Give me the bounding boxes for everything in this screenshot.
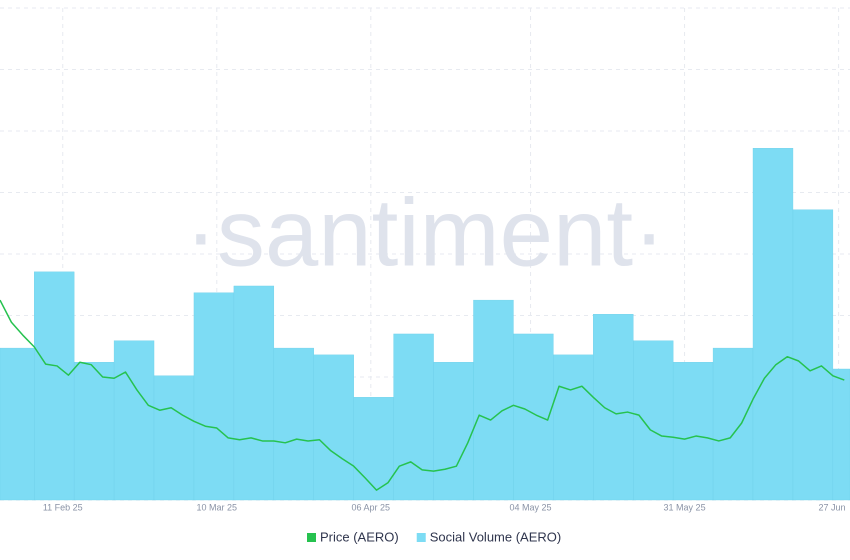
- bar: [593, 314, 634, 501]
- bar: [712, 347, 754, 501]
- legend-label: Social Volume (AERO): [430, 529, 562, 544]
- x-tick-label: 06 Apr 25: [352, 502, 391, 512]
- price-line: [0, 299, 845, 491]
- bar: [0, 347, 35, 501]
- bar: [153, 375, 195, 501]
- bar: [113, 340, 155, 501]
- x-tick-label: 31 May 25: [664, 502, 706, 512]
- x-tick-label: 10 Mar 25: [197, 502, 238, 512]
- bar: [233, 285, 275, 501]
- bar: [792, 209, 834, 501]
- bar: [633, 340, 674, 501]
- x-tick-label: 04 May 25: [510, 502, 552, 512]
- bar: [672, 362, 714, 501]
- bar: [433, 362, 474, 501]
- bar: [273, 347, 314, 501]
- bar: [34, 271, 75, 501]
- bar: [513, 333, 554, 501]
- bar: [353, 397, 394, 501]
- bar: [553, 354, 594, 501]
- legend: Price (AERO) Social Volume (AERO): [307, 529, 561, 544]
- bar: [73, 362, 115, 501]
- bar: [752, 148, 794, 501]
- legend-label: Price (AERO): [320, 529, 399, 544]
- legend-swatch: [416, 533, 426, 542]
- watermark: ·santiment·: [185, 179, 665, 286]
- bar: [393, 333, 434, 501]
- x-tick-label: 11 Feb 25: [43, 502, 83, 512]
- bar: [313, 354, 354, 501]
- x-tick-label: 27 Jun: [818, 502, 845, 512]
- bar-series: [0, 148, 850, 501]
- bar: [832, 368, 850, 501]
- legend-swatch: [307, 533, 316, 542]
- bar: [473, 299, 514, 501]
- bar: [193, 292, 235, 501]
